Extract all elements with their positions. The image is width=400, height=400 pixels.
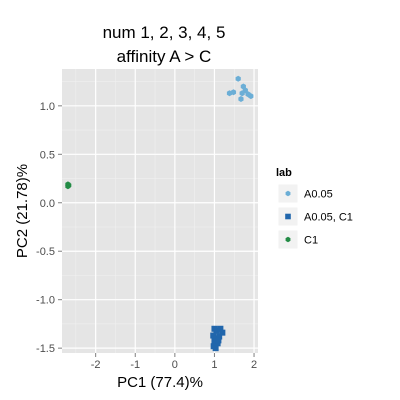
legend-marker: [285, 236, 291, 243]
chart-title-line-2: affinity A > C: [117, 47, 212, 66]
data-point-a0-05: [226, 90, 233, 97]
y-tick-label: -0.5: [36, 246, 55, 258]
plot-panel: [62, 69, 258, 353]
data-point-c1: [66, 182, 72, 189]
data-point-a0-05: [239, 90, 245, 97]
y-tick-label: -1.0: [36, 295, 55, 307]
x-tick-label: 2: [251, 359, 257, 371]
data-point-a0-05: [248, 93, 254, 100]
x-axis-title: PC1 (77.4)%: [117, 374, 203, 391]
y-tick-label: 0.5: [40, 149, 55, 161]
data-point-a0-05-c1: [219, 329, 226, 336]
legend-label: A0.05: [304, 189, 333, 201]
y-tick-label: 1.0: [40, 101, 55, 113]
x-tick-label: -2: [91, 359, 101, 371]
legend-label: A0.05, C1: [304, 212, 353, 224]
y-axis-ticks: -1.5 -1.0 -0.5 0.0 0.5 1.0: [36, 101, 62, 355]
legend: lab A0.05 A0.05, C1 C1: [276, 167, 353, 250]
data-point-a0-05-c1: [212, 345, 219, 352]
data-point-a0-05-c1: [217, 325, 224, 332]
legend-title: lab: [276, 167, 292, 179]
data-point-a0-05-c1: [215, 337, 222, 344]
y-tick-label: -1.5: [36, 343, 55, 355]
data-point-a0-05-c1: [210, 332, 217, 339]
legend-label: C1: [304, 235, 318, 247]
data-point-a0-05-c1: [216, 333, 223, 340]
legend-items: A0.05 A0.05, C1 C1: [277, 183, 353, 250]
x-tick-label: 1: [211, 359, 217, 371]
chart-title-line-1: num 1, 2, 3, 4, 5: [103, 23, 226, 42]
y-tick-label: 0.0: [40, 198, 55, 210]
data-points: [65, 75, 254, 352]
x-tick-label: 0: [172, 359, 178, 371]
data-point-a0-05-c1: [211, 338, 218, 345]
data-point-a0-05: [238, 96, 244, 103]
data-point-a0-05-c1: [213, 327, 220, 334]
legend-marker: [285, 190, 291, 197]
data-point-a0-05: [235, 75, 241, 82]
y-axis-title: PC2 (21.78)%: [14, 164, 31, 258]
data-point-a0-05: [230, 89, 237, 96]
grid-lines: [62, 69, 258, 353]
legend-marker: [285, 213, 291, 220]
x-axis-ticks: -2 -1 0 1 2: [91, 353, 257, 371]
x-tick-label: -1: [130, 359, 140, 371]
